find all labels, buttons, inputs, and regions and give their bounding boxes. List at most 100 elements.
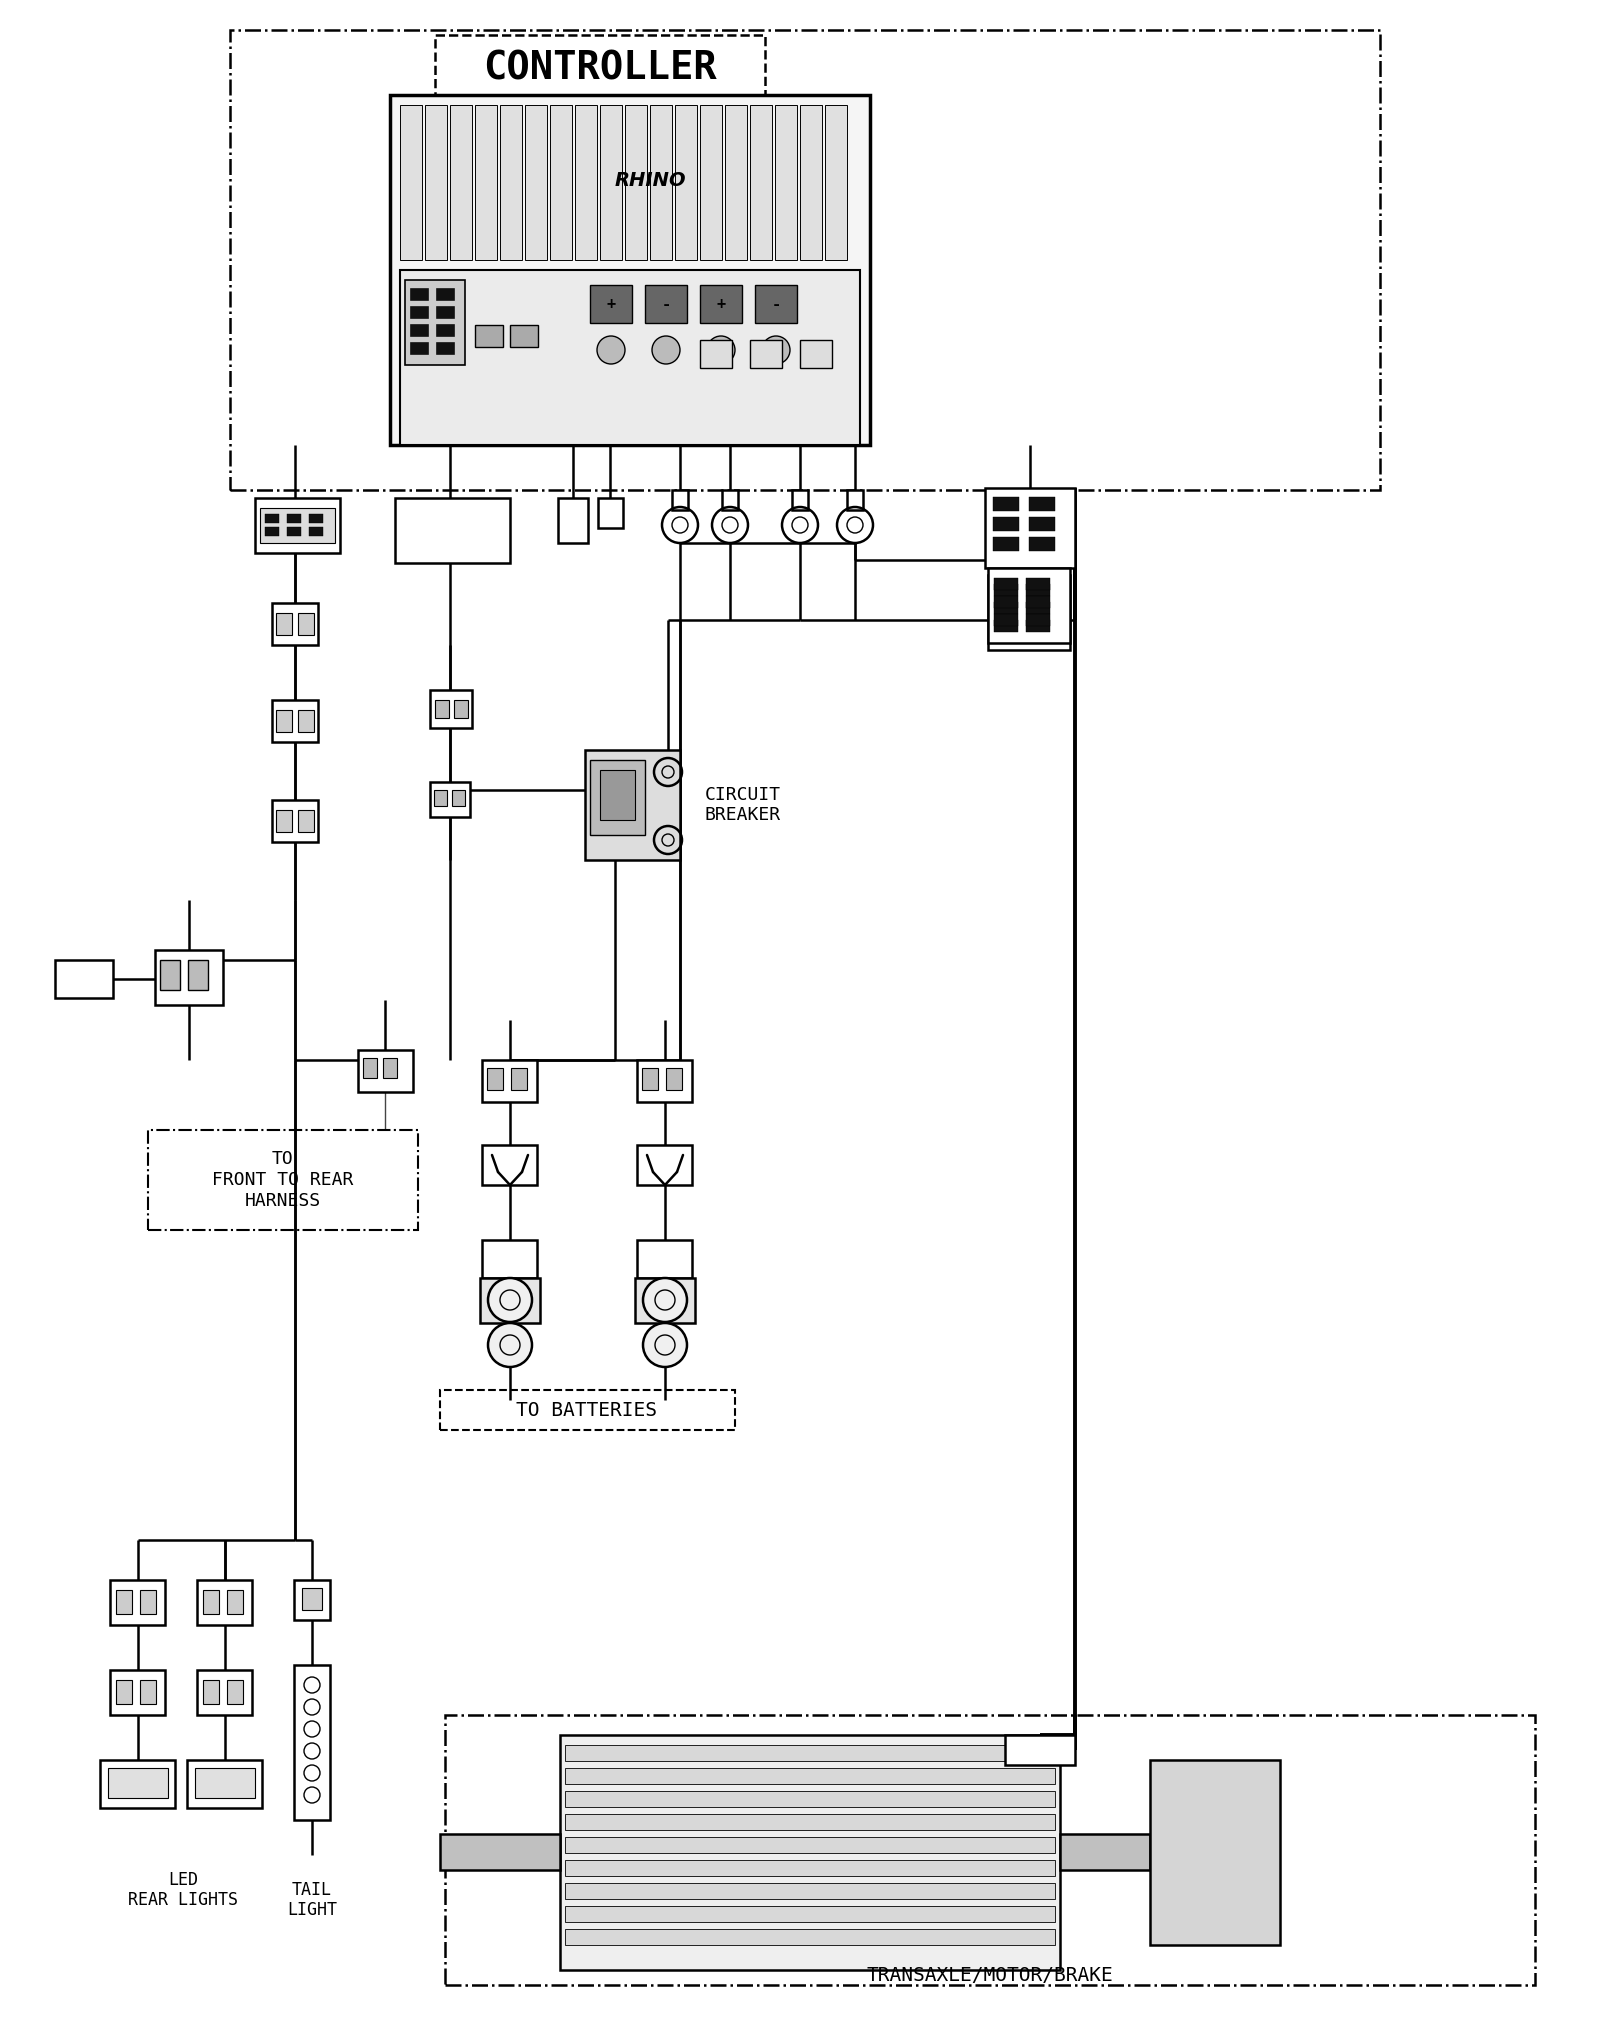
- Bar: [286, 527, 301, 537]
- Bar: [994, 602, 1018, 614]
- Bar: [453, 790, 466, 806]
- Bar: [475, 324, 502, 346]
- Bar: [550, 105, 573, 259]
- Bar: [363, 1058, 378, 1078]
- Bar: [294, 1665, 330, 1819]
- Bar: [272, 604, 318, 644]
- Bar: [99, 1761, 174, 1807]
- Bar: [405, 280, 466, 365]
- Bar: [565, 1813, 1054, 1829]
- Bar: [482, 1240, 538, 1278]
- Bar: [565, 1860, 1054, 1876]
- Bar: [141, 1680, 157, 1704]
- Text: TRANSAXLE/MOTOR/BRAKE: TRANSAXLE/MOTOR/BRAKE: [867, 1965, 1114, 1985]
- Bar: [600, 770, 635, 821]
- Bar: [565, 1882, 1054, 1898]
- Bar: [189, 960, 208, 991]
- Bar: [1026, 577, 1050, 590]
- Bar: [1029, 496, 1054, 511]
- Circle shape: [488, 1323, 531, 1368]
- Bar: [701, 340, 733, 369]
- Bar: [155, 950, 222, 1005]
- Bar: [410, 306, 429, 318]
- Bar: [475, 105, 498, 259]
- Bar: [994, 596, 1018, 608]
- Bar: [626, 105, 646, 259]
- Bar: [994, 496, 1019, 511]
- Bar: [395, 498, 510, 563]
- Bar: [195, 1769, 254, 1797]
- Text: CONTROLLER: CONTROLLER: [483, 49, 717, 87]
- Bar: [590, 286, 632, 322]
- Bar: [994, 537, 1019, 551]
- Bar: [390, 95, 870, 446]
- Bar: [755, 286, 797, 322]
- Bar: [800, 105, 822, 259]
- Bar: [286, 515, 301, 523]
- Bar: [486, 1068, 502, 1090]
- Bar: [203, 1590, 219, 1615]
- Bar: [259, 509, 334, 543]
- Bar: [147, 1131, 418, 1230]
- Bar: [637, 1060, 691, 1102]
- Bar: [445, 1714, 1534, 1985]
- Bar: [1150, 1761, 1280, 1945]
- Bar: [565, 1838, 1054, 1854]
- Bar: [994, 577, 1018, 590]
- Bar: [400, 269, 861, 446]
- Text: TO
FRONT TO REAR
HARNESS: TO FRONT TO REAR HARNESS: [213, 1151, 354, 1210]
- Bar: [1059, 1834, 1150, 1870]
- Bar: [750, 105, 771, 259]
- Bar: [482, 1145, 538, 1185]
- Bar: [701, 105, 722, 259]
- Bar: [410, 342, 429, 355]
- Bar: [115, 1680, 131, 1704]
- Bar: [272, 701, 318, 742]
- Bar: [510, 1068, 526, 1090]
- Bar: [110, 1580, 165, 1625]
- Bar: [994, 614, 1018, 626]
- Bar: [1026, 596, 1050, 608]
- Bar: [141, 1590, 157, 1615]
- Bar: [565, 1791, 1054, 1807]
- Bar: [277, 709, 291, 731]
- Bar: [701, 286, 742, 322]
- Bar: [750, 340, 782, 369]
- Bar: [989, 567, 1070, 642]
- Bar: [525, 105, 547, 259]
- Bar: [440, 1834, 560, 1870]
- Bar: [115, 1590, 131, 1615]
- Bar: [400, 105, 422, 259]
- Bar: [846, 490, 862, 511]
- Bar: [382, 1058, 397, 1078]
- Bar: [994, 583, 1018, 596]
- Bar: [109, 1769, 168, 1797]
- Bar: [637, 1145, 691, 1185]
- Bar: [298, 614, 314, 634]
- Bar: [565, 1929, 1054, 1945]
- Bar: [1029, 537, 1054, 551]
- Bar: [435, 701, 450, 717]
- Bar: [1026, 583, 1050, 596]
- Bar: [410, 288, 429, 300]
- Text: +: +: [717, 296, 725, 312]
- Bar: [800, 340, 832, 369]
- Bar: [454, 701, 467, 717]
- Bar: [590, 760, 645, 835]
- Bar: [435, 288, 454, 300]
- Bar: [298, 709, 314, 731]
- Bar: [565, 1744, 1054, 1761]
- Bar: [722, 490, 738, 511]
- Text: TO BATTERIES: TO BATTERIES: [517, 1400, 658, 1420]
- Text: -: -: [771, 296, 781, 312]
- Bar: [565, 1906, 1054, 1923]
- Bar: [675, 105, 698, 259]
- Bar: [160, 960, 179, 991]
- Bar: [510, 324, 538, 346]
- Text: TAIL
LIGHT: TAIL LIGHT: [286, 1880, 338, 1919]
- Bar: [277, 614, 291, 634]
- Bar: [989, 575, 1070, 650]
- Bar: [792, 490, 808, 511]
- Bar: [254, 498, 339, 553]
- Bar: [1029, 517, 1054, 531]
